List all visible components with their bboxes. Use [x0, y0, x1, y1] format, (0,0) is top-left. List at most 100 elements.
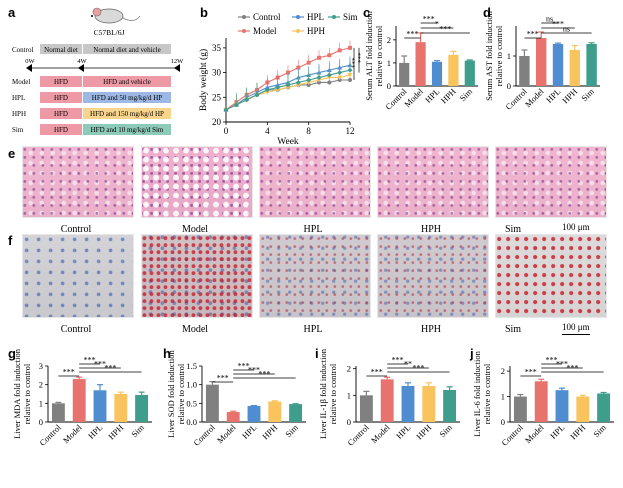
data-point [306, 77, 312, 83]
mouse-strain-label: C57BL/6J [94, 28, 125, 37]
bar-model [535, 38, 547, 86]
legend-label-control: Control [253, 12, 281, 22]
y-tick-label: 20 [212, 117, 222, 127]
y-tick-label: 0 [387, 81, 391, 91]
x-tick-label: HPH [106, 422, 125, 441]
row-seg2-hpl: HFD and 50 mg/kg/d HP [92, 94, 163, 102]
bar-model [72, 379, 86, 422]
oro-label-model: Model [181, 324, 209, 335]
y-tick-label: 2 [347, 364, 351, 374]
y-tick-label: 2 [501, 366, 505, 376]
x-tick-label: HPL [86, 422, 104, 440]
x-tick-label: Sim [591, 422, 608, 439]
significance-label: *** [84, 356, 96, 365]
x-tick-label: HPH [439, 86, 458, 105]
bar-control [205, 384, 219, 422]
x-tick-label: HPH [260, 422, 279, 441]
row-group-hpl: HPL [12, 94, 25, 102]
y-tick-label: 1 [501, 392, 505, 402]
x-tick-label: 8 [306, 126, 311, 136]
data-point [337, 75, 343, 81]
data-point [285, 85, 291, 90]
timepoint-0w: 0W [25, 58, 35, 65]
y-axis-label: Body weight (g) [198, 49, 209, 111]
data-point [264, 90, 270, 95]
y-tick-label: 0 [501, 417, 505, 427]
x-tick-label: HPL [394, 422, 412, 440]
significance-label: *** [546, 356, 558, 365]
panel-letter-i: i [315, 346, 319, 361]
y-tick-label: 0 [507, 81, 511, 91]
panel-letter-f: f [8, 233, 13, 248]
mouse-icon [91, 7, 141, 24]
row-group-control: Control [12, 46, 33, 54]
x-tick-label: HPL [423, 86, 441, 104]
data-point [295, 82, 301, 88]
data-point [347, 73, 353, 78]
he-label-sim: Sim [504, 224, 522, 235]
bar-hph [576, 396, 590, 422]
bar-sim [597, 393, 611, 422]
oro-image-hph [377, 234, 489, 318]
data-point [327, 53, 332, 58]
data-point [348, 78, 352, 82]
bar-model [226, 411, 240, 422]
y-axis-label: relative to control [328, 363, 338, 424]
panel-letter-h: h [163, 346, 171, 361]
panel-letter-b: b [200, 5, 208, 20]
oro-scale-bar: 100 μm [562, 322, 590, 335]
data-point [296, 65, 301, 70]
data-point [316, 78, 322, 83]
x-tick-label: 0 [224, 126, 229, 136]
significance-label: *** [439, 25, 451, 34]
x-tick-label: Sim [437, 422, 454, 439]
y-axis-label: Serum ALT fold induction [364, 11, 374, 101]
he-label-control: Control [60, 224, 92, 235]
x-tick-label: HPH [414, 422, 433, 441]
significance-label: *** [423, 15, 435, 24]
bar-model [380, 379, 394, 422]
y-axis-label: relative to control [176, 363, 186, 424]
y-tick-label: 1 [507, 51, 511, 61]
x-axis-label: Week [277, 137, 299, 144]
data-point [316, 75, 322, 81]
bar-hpl [247, 405, 261, 422]
row-group-sim: Sim [12, 126, 24, 134]
liver-mda-bar-chart: 0 1 2 3 Liver MDA fold induction relative to … [12, 348, 152, 448]
y-tick-label: 0.0 [186, 417, 197, 427]
x-tick-label: HPL [240, 422, 258, 440]
bar-hph [114, 394, 128, 422]
x-tick-label: HPL [548, 422, 566, 440]
data-point [347, 67, 353, 73]
data-point [285, 82, 291, 88]
x-tick-label: Sim [457, 86, 474, 103]
row-seg1-hph: HFD [54, 110, 68, 118]
serum-ast-bar-chart: 0 1 Serum AST fold induction relative to co… [484, 10, 600, 112]
study-design-schematic: C57BL/6J Control Normal diet Normal diet… [12, 7, 184, 135]
data-point [327, 80, 332, 85]
data-point [326, 75, 332, 81]
row-seg1-sim: HFD [54, 126, 68, 134]
significance-label: *** [527, 30, 539, 39]
oro-image-sim [495, 234, 607, 318]
panel-letter-e: e [8, 146, 16, 161]
data-point [295, 79, 301, 85]
bar-sim [464, 60, 475, 86]
bar-control [51, 403, 65, 422]
bar-control [399, 62, 410, 86]
x-tick-label: Model [523, 422, 546, 445]
significance-label: *** [357, 52, 364, 63]
he-image-sim [495, 146, 607, 218]
row-group-hph: HPH [12, 110, 26, 118]
body-weight-line-chart: 20 25 30 35 0 4 8 12 Week Body weight (g) Control H… [198, 12, 364, 144]
row-seg2-hph: HFD and 150 mg/kg/d HP [90, 110, 164, 118]
significance-label: *** [371, 368, 383, 377]
bar-model [534, 381, 548, 422]
y-tick-label: 1.5 [186, 361, 197, 371]
y-tick-label: 35 [212, 43, 222, 53]
bar-hph [448, 54, 459, 86]
data-point [337, 48, 342, 53]
data-point [275, 84, 281, 90]
bar-sim [289, 404, 303, 422]
significance-label: * [435, 20, 439, 29]
